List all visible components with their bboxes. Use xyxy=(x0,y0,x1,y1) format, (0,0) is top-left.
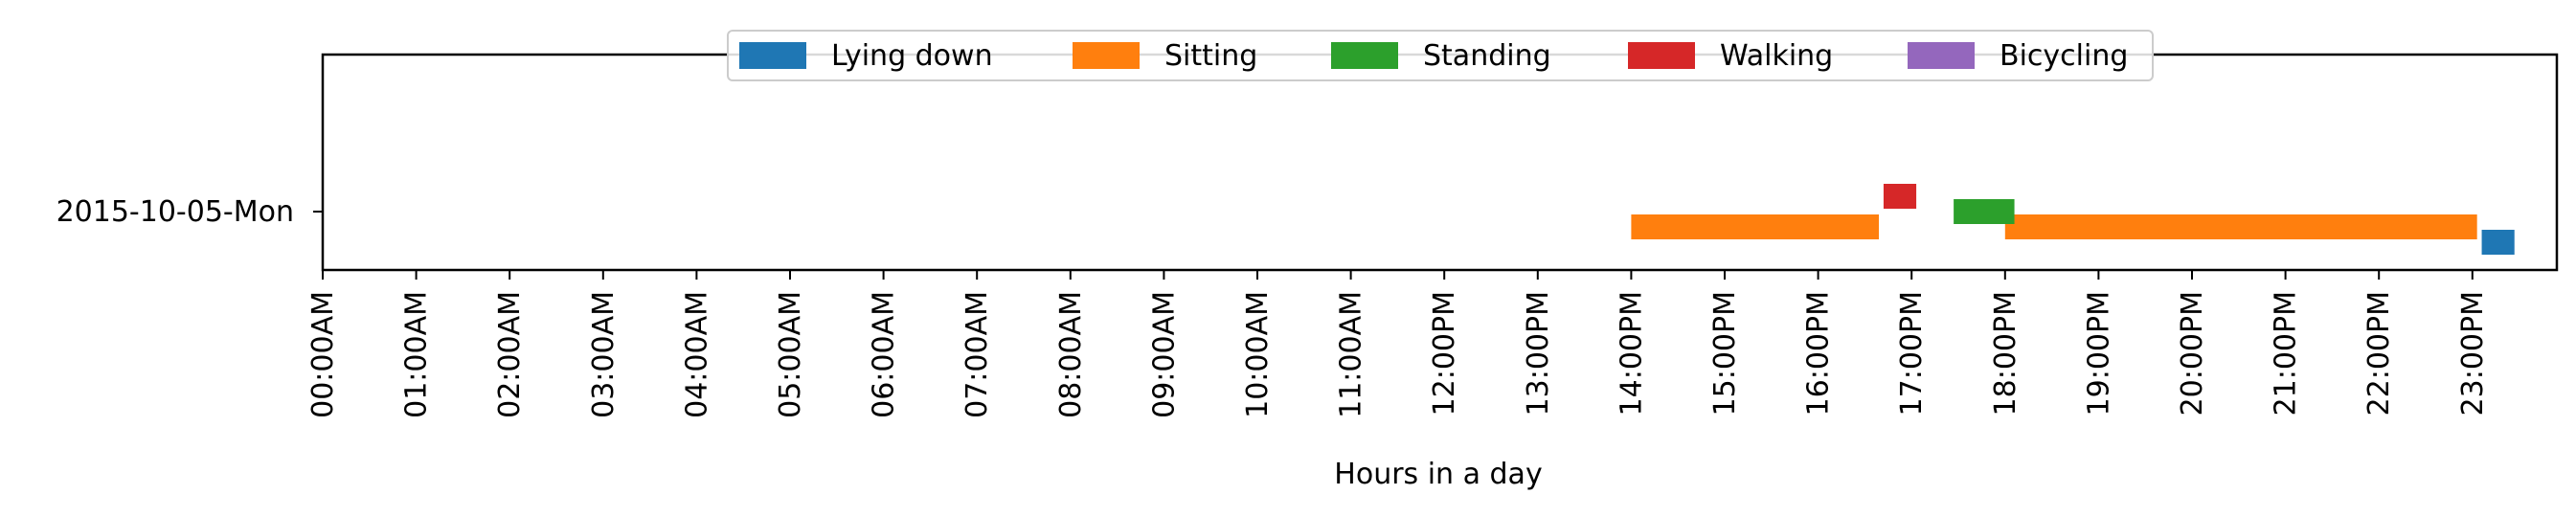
legend-swatch xyxy=(1628,42,1695,69)
x-tick-label: 07:00AM xyxy=(960,291,994,418)
x-tick-label: 19:00PM xyxy=(2082,291,2115,416)
x-tick-label: 18:00PM xyxy=(1989,291,2022,416)
x-tick-label: 09:00AM xyxy=(1147,291,1181,418)
legend: Lying down Sitting Standing Walking Bicyclin… xyxy=(727,30,2154,81)
x-tick-label: 21:00PM xyxy=(2270,291,2303,416)
x-tick-label: 12:00PM xyxy=(1428,291,1461,416)
x-tick-label: 02:00AM xyxy=(493,291,527,418)
bar-sitting xyxy=(1631,214,1880,239)
x-tick-label: 06:00AM xyxy=(868,291,901,418)
x-tick-label: 16:00PM xyxy=(1802,291,1836,416)
x-tick-label: 00:00AM xyxy=(306,291,340,418)
y-axis: 2015-10-05-Mon xyxy=(56,195,323,229)
bar-lying-down xyxy=(2481,230,2515,255)
x-tick-label: 08:00AM xyxy=(1054,291,1088,418)
legend-label: Lying down xyxy=(831,39,993,73)
x-tick-label: 10:00AM xyxy=(1241,291,1275,418)
x-axis: 00:00AM 01:00AM 02:00AM 03:00AM 04:00AM 05:00… xyxy=(306,270,2490,418)
bars-layer xyxy=(1631,184,2515,255)
legend-swatch xyxy=(1073,42,1140,69)
x-tick-label: 13:00PM xyxy=(1522,291,1555,416)
y-tick-label: 2015-10-05-Mon xyxy=(56,195,294,229)
x-axis-title: Hours in a day xyxy=(1334,458,1542,491)
x-tick-label: 22:00PM xyxy=(2362,291,2396,416)
legend-swatch xyxy=(739,42,806,69)
legend-label: Walking xyxy=(1720,39,1833,73)
x-tick-label: 11:00AM xyxy=(1335,291,1368,418)
bar-standing xyxy=(1954,199,2015,224)
legend-label: Standing xyxy=(1423,39,1551,73)
x-tick-label: 01:00AM xyxy=(400,291,434,418)
bar-walking xyxy=(1883,184,1917,209)
bar-sitting xyxy=(2004,214,2477,239)
legend-swatch xyxy=(1331,42,1398,69)
legend-label: Bicycling xyxy=(2000,39,2128,73)
x-tick-label: 20:00PM xyxy=(2176,291,2209,416)
x-tick-label: 17:00PM xyxy=(1895,291,1929,416)
x-tick-label: 23:00PM xyxy=(2456,291,2490,416)
legend-label: Sitting xyxy=(1164,39,1257,73)
x-tick-label: 14:00PM xyxy=(1615,291,1648,416)
legend-swatch xyxy=(1908,42,1975,69)
x-tick-label: 15:00PM xyxy=(1708,291,1742,416)
x-tick-label: 05:00AM xyxy=(774,291,807,418)
x-tick-label: 04:00AM xyxy=(680,291,713,418)
x-tick-label: 03:00AM xyxy=(587,291,621,418)
